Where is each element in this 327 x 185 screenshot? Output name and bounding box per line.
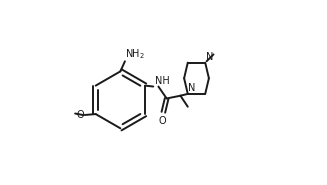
Text: O: O (76, 110, 84, 120)
Text: N: N (188, 83, 196, 93)
Text: N: N (206, 52, 214, 62)
Text: O: O (159, 116, 166, 126)
Text: NH$_2$: NH$_2$ (126, 47, 146, 61)
Text: NH: NH (155, 76, 170, 86)
